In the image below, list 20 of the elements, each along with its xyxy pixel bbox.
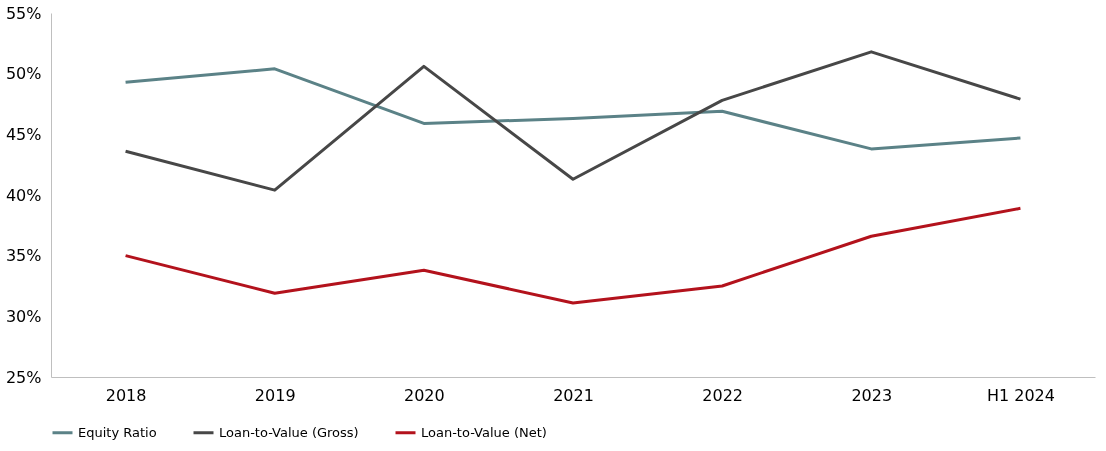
x-tick-label: 2021 — [553, 385, 594, 405]
y-tick-label: 55% — [5, 3, 42, 23]
line-series — [124, 67, 1022, 151]
y-tick-label: 40% — [5, 185, 42, 205]
legend-label: Equity Ratio — [78, 424, 157, 440]
y-tick-label: 45% — [5, 124, 42, 144]
line-series — [124, 206, 1022, 305]
y-tick-label: 30% — [5, 306, 42, 326]
x-tick-label: 2022 — [702, 385, 743, 405]
legend-label: Loan-to-Value (Gross) — [219, 424, 359, 440]
y-tick-label: 25% — [5, 367, 42, 387]
x-tick-label: 2020 — [404, 385, 445, 405]
x-tick-label: H1 2024 — [986, 385, 1055, 405]
y-tick-label: 35% — [5, 246, 42, 266]
legend-label: Loan-to-Value (Net) — [421, 424, 547, 440]
y-tick-label: 50% — [5, 64, 42, 84]
x-tick-label: 2018 — [105, 385, 147, 405]
x-tick-label: 2019 — [254, 385, 296, 405]
line-series — [124, 50, 1022, 192]
x-tick-label: 2023 — [851, 385, 893, 405]
